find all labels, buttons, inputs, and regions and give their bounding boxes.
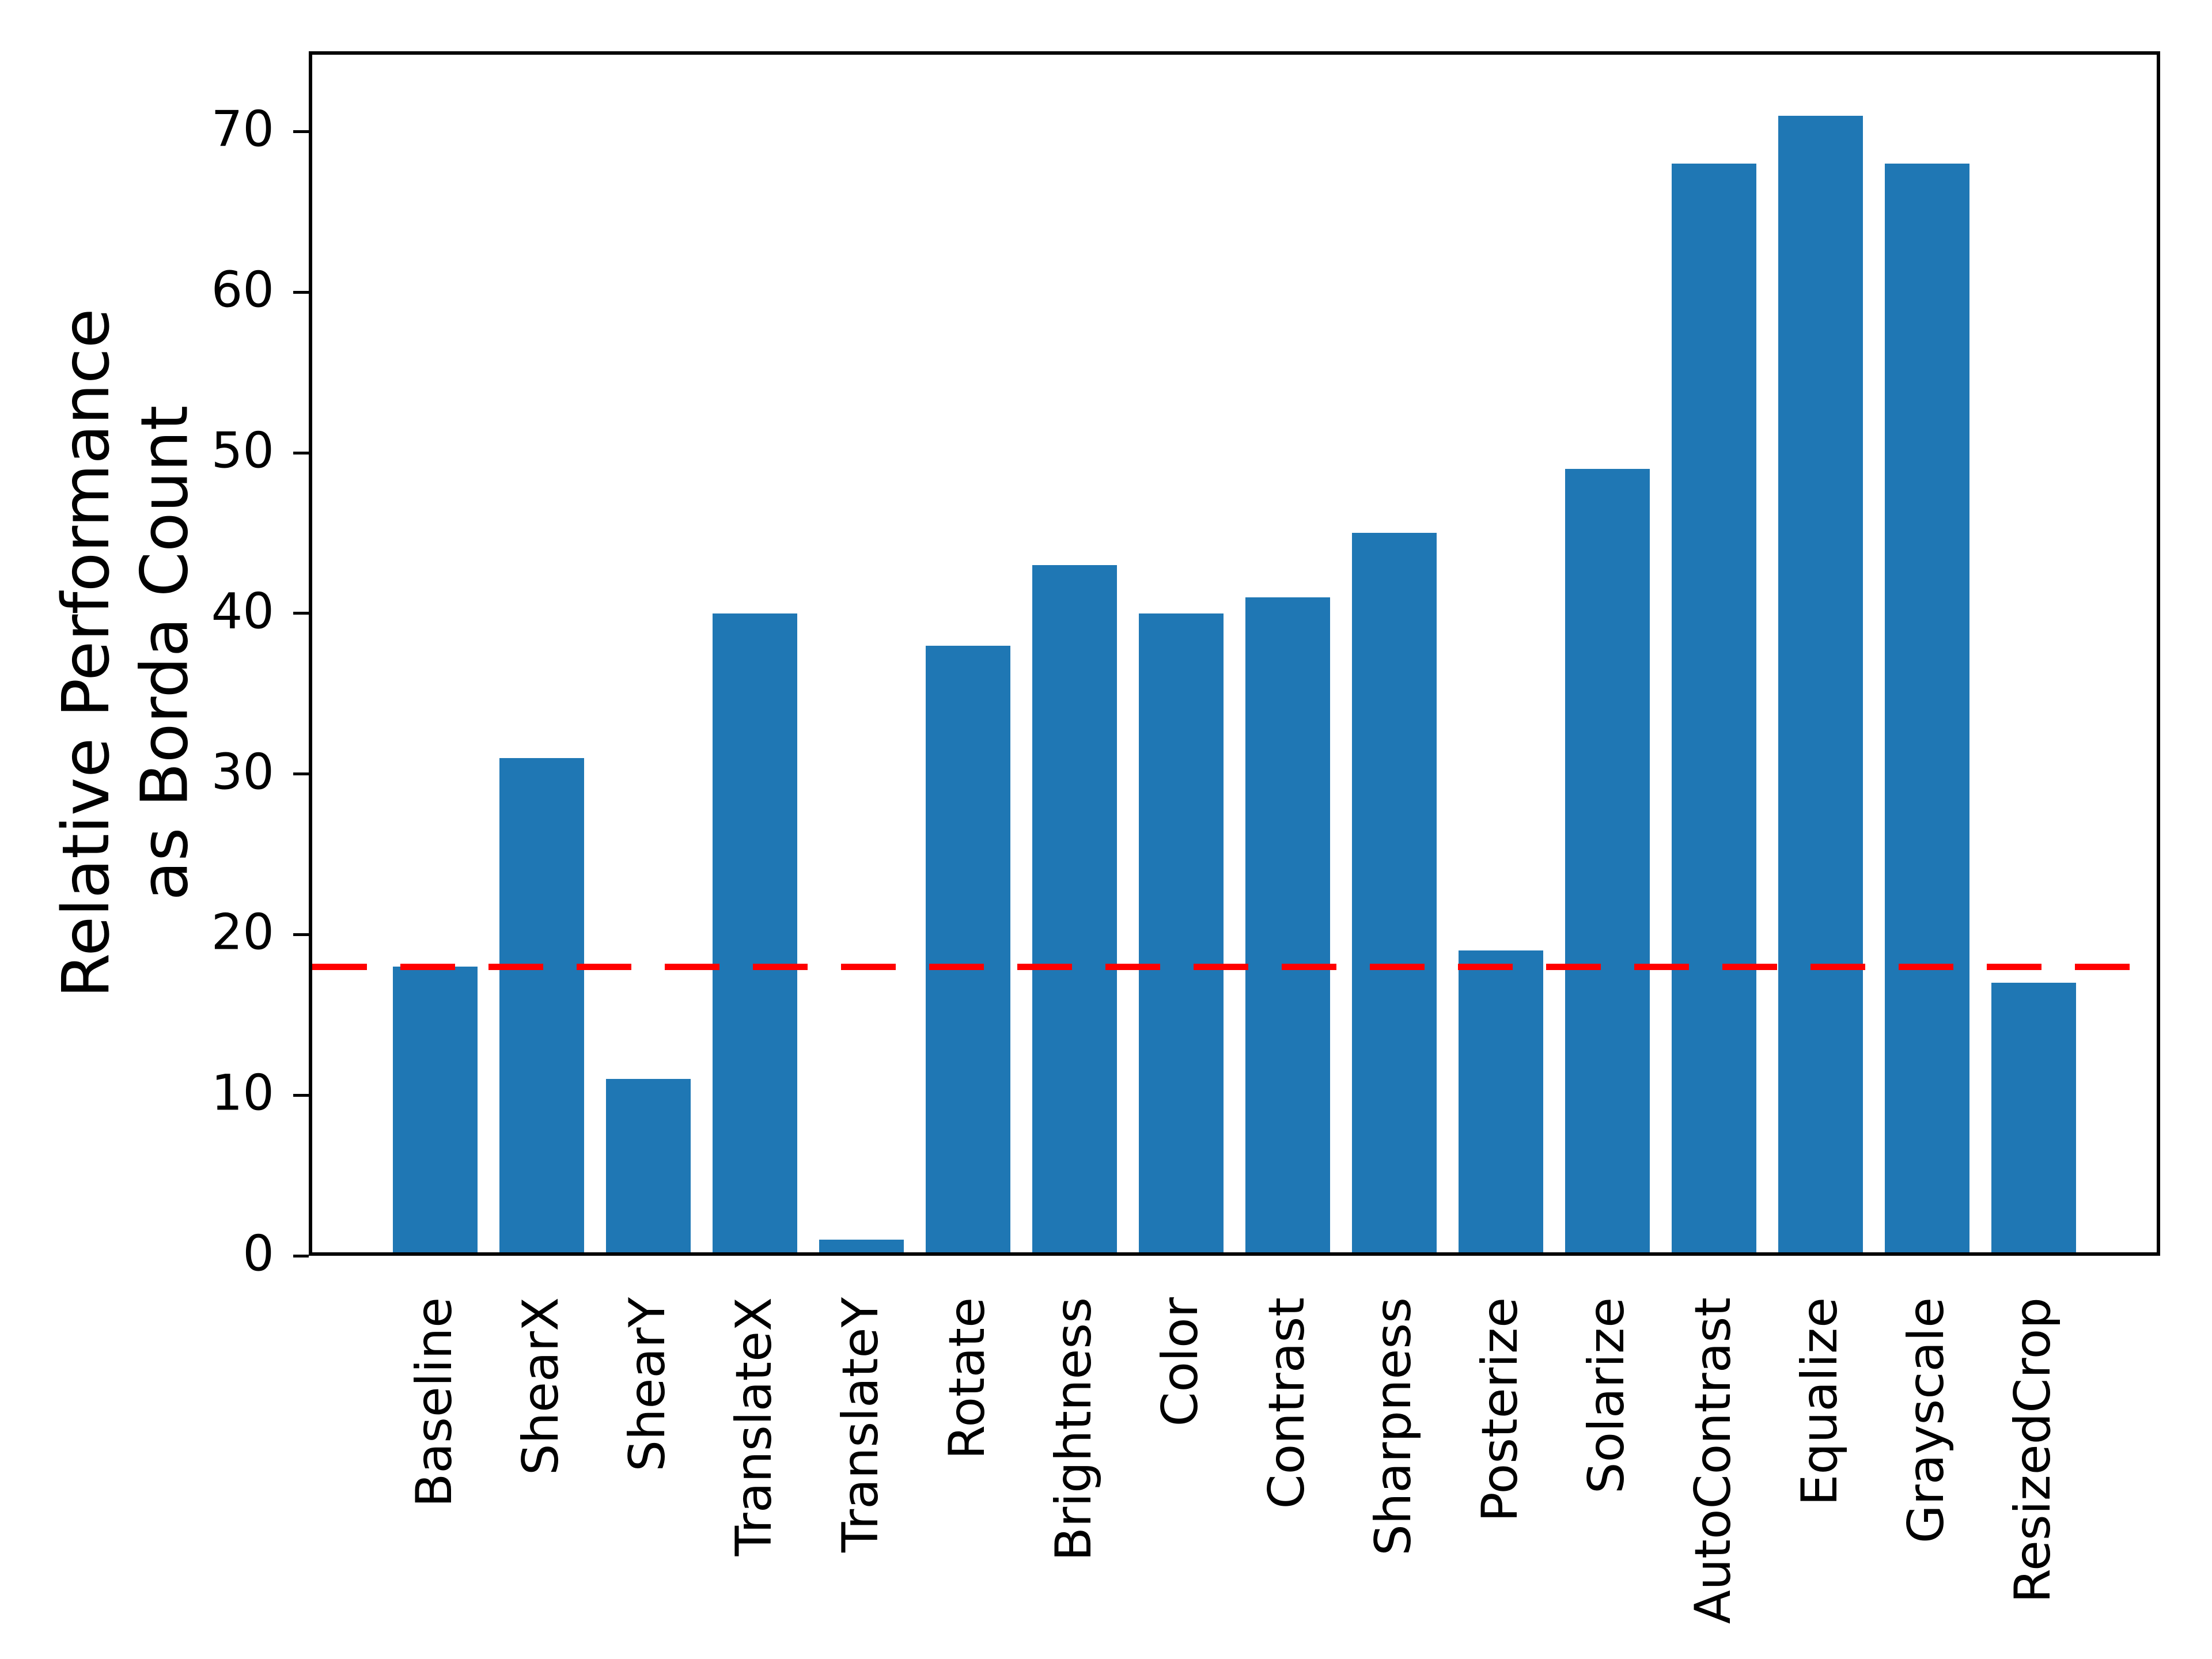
x-tick-label-sheary: ShearY [618, 1297, 676, 1472]
bar-shearx [499, 757, 584, 1256]
y-tick-label: 70 [211, 100, 274, 158]
bar-posterize [1459, 950, 1543, 1256]
x-tick-label-equalize: Equalize [1790, 1297, 1849, 1506]
y-tick-mark [293, 612, 309, 615]
y-tick-mark [293, 451, 309, 454]
x-tick-label-grayscale: Grayscale [1897, 1297, 1955, 1544]
y-tick-label: 10 [211, 1064, 274, 1122]
bar-sharpness [1352, 533, 1437, 1256]
x-tick-label-translatey: TranslateY [831, 1297, 889, 1553]
y-axis-label-line-2: as Borda Count [127, 406, 203, 901]
bar-equalize [1778, 115, 1863, 1256]
y-tick-mark [293, 130, 309, 133]
bar-color [1139, 613, 1224, 1256]
y-axis-label: Relative Performance as Borda Count [47, 309, 204, 998]
bar-sheary [606, 1079, 691, 1256]
y-axis-label-line-1: Relative Performance [49, 308, 124, 998]
x-tick-label-translatex: TranslateX [725, 1297, 783, 1556]
x-tick-label-sharpness: Sharpness [1364, 1297, 1422, 1556]
y-axis-label-text: Relative Performance as Borda Count [47, 309, 204, 998]
x-tick-label-shearx: ShearX [512, 1297, 570, 1475]
x-tick-label-color: Color [1151, 1297, 1209, 1427]
bar-contrast [1245, 597, 1330, 1256]
bar-grayscale [1885, 164, 1969, 1256]
x-tick-label-resizedcrop: ResizedCrop [2003, 1297, 2062, 1603]
y-tick-mark [293, 290, 309, 294]
plot-area-border [309, 51, 2160, 1256]
bar-autocontrast [1672, 164, 1756, 1256]
x-tick-label-autocontrast: AutoContrast [1684, 1297, 1742, 1624]
bar-solarize [1565, 468, 1650, 1256]
y-tick-label: 40 [211, 582, 274, 641]
x-tick-label-solarize: Solarize [1577, 1297, 1635, 1494]
y-tick-label: 30 [211, 743, 274, 801]
y-tick-label: 50 [211, 422, 274, 480]
y-tick-mark [293, 772, 309, 776]
y-tick-mark [293, 1093, 309, 1097]
x-tick-label-posterize: Posterize [1471, 1297, 1529, 1522]
y-tick-label: 0 [243, 1225, 274, 1283]
y-tick-mark [293, 933, 309, 936]
y-tick-label: 20 [211, 903, 274, 961]
bar-resizedcrop [1991, 983, 2076, 1256]
y-tick-label: 60 [211, 261, 274, 319]
bar-brightness [1032, 565, 1117, 1256]
x-tick-label-baseline: Baseline [405, 1297, 463, 1508]
bar-baseline [393, 967, 478, 1256]
x-tick-label-contrast: Contrast [1257, 1297, 1316, 1509]
reference-line [312, 963, 2157, 970]
x-tick-label-brightness: Brightness [1044, 1297, 1103, 1562]
y-tick-mark [293, 1254, 309, 1257]
x-tick-label-rotate: Rotate [938, 1297, 996, 1460]
bar-rotate [926, 645, 1010, 1256]
bar-translatex [713, 613, 797, 1256]
